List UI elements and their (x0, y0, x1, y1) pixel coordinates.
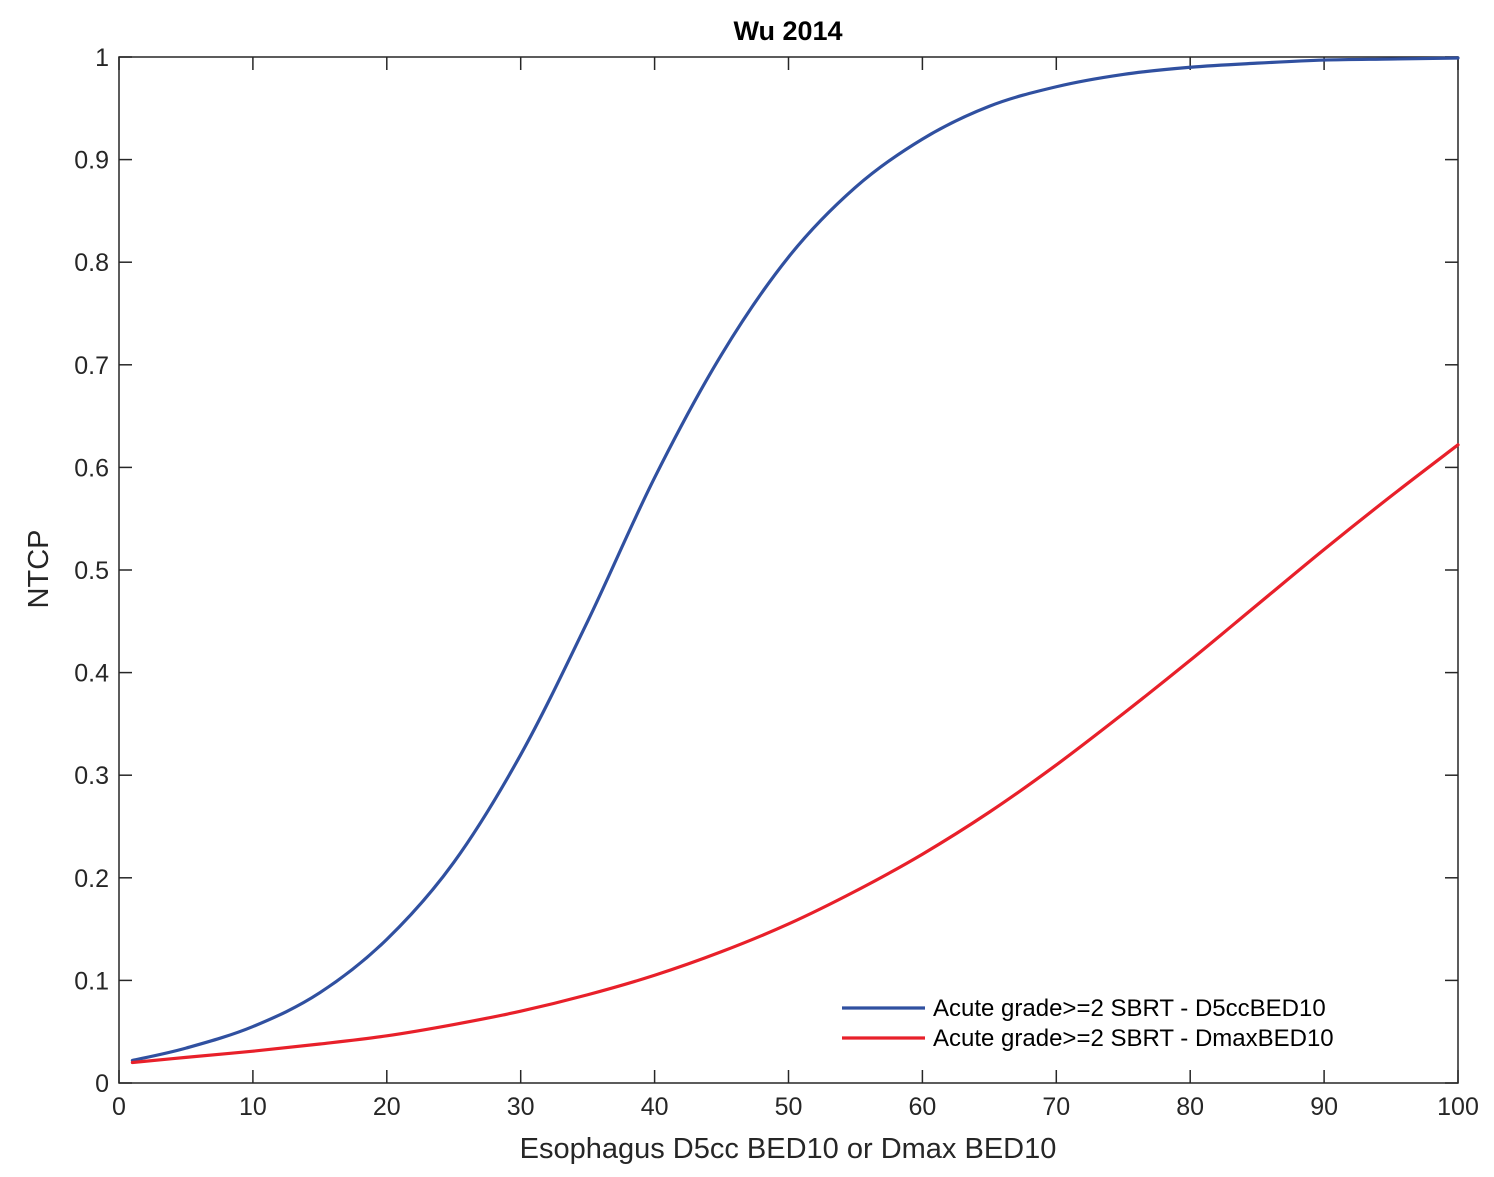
x-tick-label: 70 (1042, 1093, 1070, 1121)
x-tick-label: 60 (908, 1093, 936, 1121)
x-tick-label: 30 (507, 1093, 535, 1121)
x-tick-label: 10 (239, 1093, 267, 1121)
x-tick-label: 100 (1437, 1093, 1479, 1121)
plot-area-frame (118, 56, 1459, 1084)
y-tick-label: 0.2 (74, 865, 109, 893)
legend-label-1: Acute grade>=2 SBRT - D5ccBED10 (933, 995, 1326, 1022)
x-tick-label: 50 (775, 1093, 803, 1121)
x-tick-label: 0 (112, 1093, 126, 1121)
legend-label-2: Acute grade>=2 SBRT - DmaxBED10 (933, 1025, 1334, 1052)
x-axis-label: Esophagus D5cc BED10 or Dmax BED10 (520, 1133, 1057, 1165)
y-tick-label: 0.3 (74, 762, 109, 790)
y-tick-label: 0.6 (74, 454, 109, 482)
y-tick-label: 0.7 (74, 352, 109, 380)
ticks-layer: 0 10 20 30 40 50 60 70 80 90 100 0 0.1 0.2 0.3 0.4 0.5 0.… (74, 44, 1479, 1121)
x-tick-label: 20 (373, 1093, 401, 1121)
x-tick-label: 80 (1176, 1093, 1204, 1121)
series-line-1 (130, 56, 1460, 1063)
axes-box (118, 56, 1459, 1084)
x-tick-label: 40 (641, 1093, 669, 1121)
y-tick-label: 0.1 (74, 967, 109, 995)
y-tick-label: 0.5 (74, 557, 109, 585)
y-tick-label: 0.9 (74, 147, 109, 175)
chart-title: Wu 2014 (733, 16, 842, 46)
y-tick-label: 0 (95, 1070, 109, 1098)
y-tick-label: 1 (95, 44, 109, 72)
y-axis-label: NTCP (23, 530, 55, 609)
y-tick-label: 0.4 (74, 660, 109, 688)
y-tick-label: 0.8 (74, 249, 109, 277)
legend: Acute grade>=2 SBRT - D5ccBED10 Acute gra… (842, 995, 1334, 1052)
series-layer (130, 56, 1460, 1065)
x-tick-label: 90 (1310, 1093, 1338, 1121)
series-line-2 (130, 443, 1460, 1065)
